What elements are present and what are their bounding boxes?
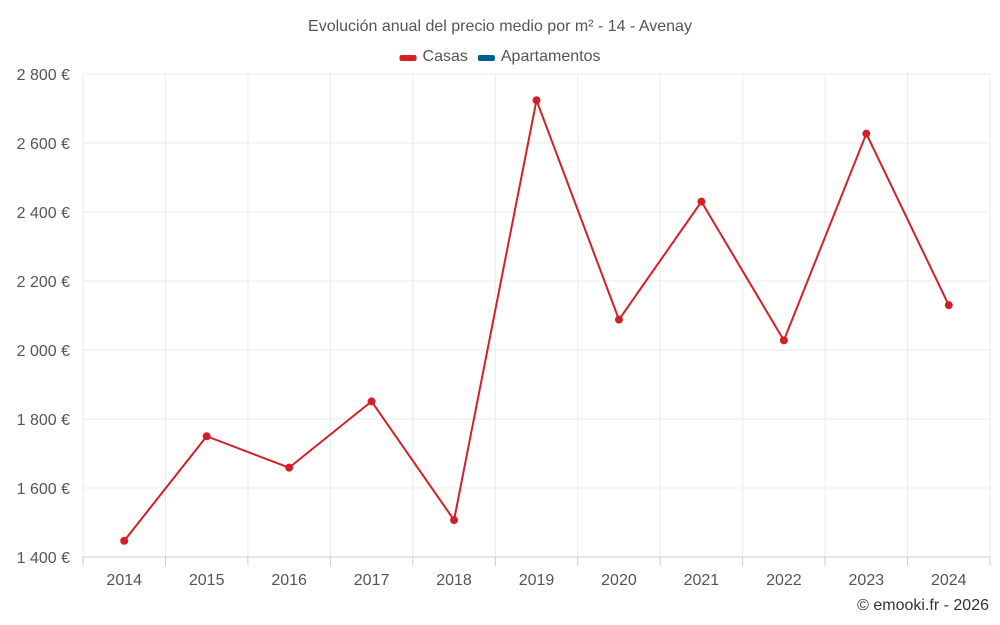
data-point[interactable] [285, 463, 294, 472]
x-tick-label: 2014 [106, 572, 142, 589]
axes: 1 400 € 1 600 € 1 800 € 2 000 € 2 200 € 2 400… [17, 67, 991, 589]
series-layer [120, 96, 953, 545]
data-point[interactable] [614, 315, 623, 324]
data-point[interactable] [862, 129, 871, 138]
x-tick-label: 2023 [849, 572, 885, 589]
legend-label: Casas [423, 48, 468, 65]
legend-item-casas[interactable]: Casas [399, 48, 468, 65]
x-tick-label: 2015 [189, 572, 225, 589]
x-tick-label: 2016 [271, 572, 307, 589]
credit-text: © emooki.fr - 2026 [857, 597, 989, 614]
legend-item-apartamentos[interactable]: Apartamentos [477, 48, 601, 65]
grid [82, 73, 991, 557]
data-point[interactable] [697, 197, 706, 206]
y-tick-label: 1 800 € [17, 412, 70, 429]
legend-swatch [399, 55, 417, 61]
y-tick-label: 2 600 € [17, 136, 70, 153]
legend-swatch [477, 55, 495, 61]
y-tick-label: 1 600 € [17, 481, 70, 498]
y-tick-label: 2 200 € [17, 274, 70, 291]
data-point[interactable] [367, 397, 376, 406]
legend: Casas Apartamentos [399, 48, 601, 65]
y-tick-label: 2 400 € [17, 205, 70, 222]
legend-label: Apartamentos [501, 48, 601, 65]
chart-title: Evolución anual del precio medio por m² … [308, 18, 692, 35]
y-tick-label: 1 400 € [17, 550, 70, 567]
y-tick-label: 2 800 € [17, 67, 70, 84]
x-tick-label: 2024 [931, 572, 967, 589]
data-point[interactable] [779, 336, 788, 345]
data-point[interactable] [532, 96, 541, 105]
x-tick-label: 2020 [601, 572, 637, 589]
x-tick-label: 2022 [766, 572, 802, 589]
data-point[interactable] [202, 432, 211, 441]
y-tick-label: 2 000 € [17, 343, 70, 360]
x-tick-label: 2017 [354, 572, 390, 589]
data-point[interactable] [944, 301, 953, 310]
data-point[interactable] [450, 516, 459, 525]
x-tick-label: 2019 [519, 572, 555, 589]
data-point[interactable] [120, 536, 129, 545]
x-tick-label: 2018 [436, 572, 472, 589]
x-tick-label: 2021 [684, 572, 720, 589]
